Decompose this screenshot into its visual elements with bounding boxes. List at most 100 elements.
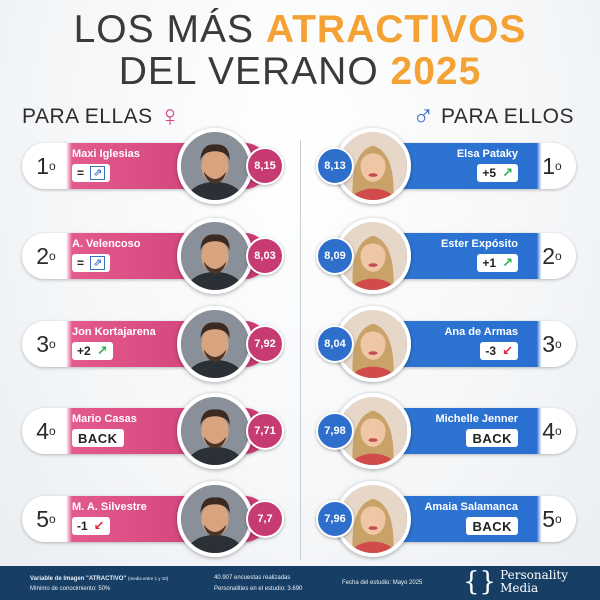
person-name: Elsa Pataky	[456, 148, 518, 160]
trend-down-icon: ↙	[502, 343, 513, 358]
logo-line-2: Media	[500, 581, 539, 595]
rank-suffix: o	[555, 337, 562, 351]
person-name: Amaia Salamanca	[424, 501, 518, 513]
rank-value: 1	[542, 152, 556, 179]
brace-logo-icon: {}	[463, 567, 497, 597]
logo-line-1: Personality	[500, 568, 569, 582]
rank-value: 4	[36, 417, 50, 444]
footer-personalities: Personalities en el estudio: 3.690	[214, 586, 303, 592]
section-para-ellos: ♂ PARA ELLOS	[406, 102, 574, 132]
score-badge: 7,71	[246, 412, 284, 450]
rank-value: 4	[542, 417, 556, 444]
title-line-1-prefix: LOS MÁS	[73, 8, 266, 51]
rank-suffix: o	[555, 159, 562, 173]
footer-variable-label: Variable de Imagen "ATRACTIVO"	[30, 576, 127, 582]
rank-value: 5	[542, 505, 556, 532]
person-name: Ana de Armas	[444, 326, 518, 338]
change-value: BACK	[472, 518, 512, 534]
change-badge: +5 ↗	[477, 164, 518, 182]
score-badge: 8,15	[246, 147, 284, 185]
score-badge: 7,7	[246, 500, 284, 538]
change-badge: -3 ↙	[480, 342, 518, 360]
change-value: +5	[482, 166, 497, 180]
title-line-1-highlight: ATRACTIVOS	[265, 8, 527, 51]
change-value: =	[77, 256, 85, 270]
change-badge: BACK	[72, 429, 124, 447]
rank-suffix: o	[49, 249, 56, 263]
person-name: Ester Expósito	[440, 238, 518, 250]
person-name: Jon Kortajarena	[72, 326, 156, 338]
person-name: A. Velencoso	[72, 238, 141, 250]
woman-portrait-icon	[335, 481, 411, 557]
footer-variable: Variable de Imagen "ATRACTIVO" (media en…	[30, 574, 168, 584]
mars-icon: ♂	[411, 100, 435, 133]
score-badge: 7,96	[316, 500, 354, 538]
man-portrait-icon	[177, 306, 253, 382]
change-badge: +1 ↗	[477, 254, 518, 272]
title-line-2: DEL VERANO 2025	[0, 50, 600, 94]
person-name: Michelle Jenner	[435, 413, 518, 425]
score-badge: 8,03	[246, 237, 284, 275]
change-value: BACK	[78, 430, 118, 446]
rank-suffix: o	[555, 512, 562, 526]
person-name: Maxi Iglesias	[72, 148, 140, 160]
footer-date: Fecha del estudio: Mayo 2025	[342, 580, 423, 586]
change-badge: = ⇗	[72, 164, 111, 182]
change-badge: BACK	[466, 517, 518, 535]
score-badge: 8,09	[316, 237, 354, 275]
footer-variable-note: (media entre 1 y 10)	[127, 576, 169, 581]
trend-up-icon: ↗	[502, 165, 513, 180]
section-right-label: PARA ELLOS	[440, 105, 574, 128]
woman-portrait-icon	[335, 306, 411, 382]
change-value: +2	[77, 344, 91, 358]
rank-suffix: o	[555, 249, 562, 263]
man-portrait-icon	[177, 393, 253, 469]
rank-suffix: o	[49, 512, 56, 526]
person-name: M. A. Silvestre	[72, 501, 147, 513]
change-value: BACK	[472, 430, 512, 446]
score-badge: 8,04	[316, 325, 354, 363]
change-badge: +2 ↗	[72, 342, 113, 360]
person-name: Mario Casas	[72, 413, 137, 425]
rank-value: 2	[36, 242, 50, 269]
score-badge: 7,92	[246, 325, 284, 363]
rank-value: 3	[542, 330, 556, 357]
change-badge: BACK	[466, 429, 518, 447]
man-portrait-icon	[177, 218, 253, 294]
rank-value: 5	[36, 505, 50, 532]
change-value: -3	[485, 344, 497, 358]
change-badge: -1 ↙	[72, 517, 110, 535]
rank-suffix: o	[49, 337, 56, 351]
man-portrait-icon	[177, 128, 253, 204]
footer: Variable de Imagen "ATRACTIVO" (media en…	[0, 566, 600, 600]
change-badge: = ⇗	[72, 254, 111, 272]
score-badge: 8,13	[316, 147, 354, 185]
score-badge: 7,98	[316, 412, 354, 450]
trend-up-icon: ↗	[96, 343, 108, 358]
column-divider	[300, 140, 301, 560]
title-line-2-highlight: 2025	[390, 50, 482, 93]
footer-surveys: 40.907 encuestas realizadas	[214, 575, 291, 581]
title-line-2-prefix: DEL VERANO	[118, 50, 391, 93]
venus-icon: ♀	[158, 100, 182, 133]
personality-media-logo: {} Personality Media	[463, 567, 569, 597]
rank-value: 3	[36, 330, 50, 357]
change-value: -1	[77, 519, 88, 533]
trend-down-icon: ↙	[93, 518, 105, 533]
man-portrait-icon	[177, 481, 253, 557]
section-left-label: PARA ELLAS	[22, 105, 153, 128]
rank-suffix: o	[49, 424, 56, 438]
title-line-1: LOS MÁS ATRACTIVOS	[0, 8, 600, 52]
rank-suffix: o	[555, 424, 562, 438]
change-value: =	[77, 166, 85, 180]
woman-portrait-icon	[335, 393, 411, 469]
